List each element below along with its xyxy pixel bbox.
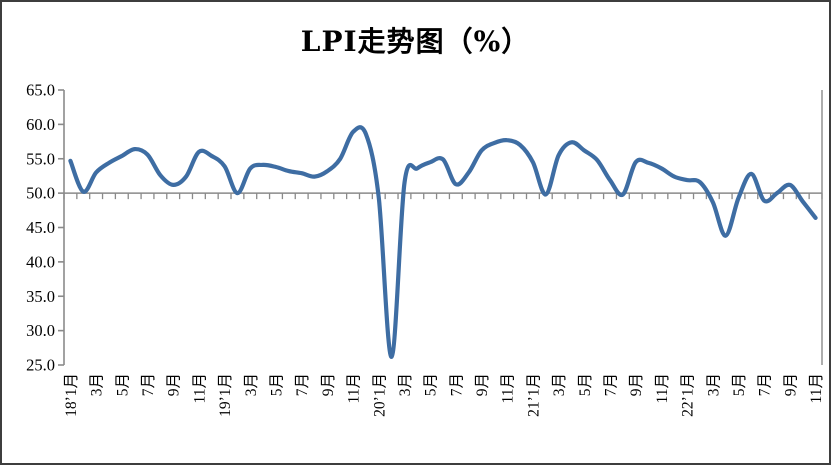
y-axis-tick-label: 55.0 bbox=[26, 149, 55, 168]
x-axis-tick-label: 21’1月 bbox=[525, 373, 542, 417]
x-axis-tick-label: 7月 bbox=[294, 373, 311, 396]
lpi-series-line bbox=[68, 125, 818, 359]
x-axis-tick-label: 9月 bbox=[782, 373, 799, 396]
x-axis-tick-label: 18’1月 bbox=[63, 373, 80, 417]
x-axis-tick-label: 5月 bbox=[577, 373, 594, 396]
x-axis-tick-label: 11月 bbox=[808, 373, 825, 403]
x-axis-tick-label: 7月 bbox=[603, 373, 620, 396]
x-axis-tick-label: 19’1月 bbox=[217, 373, 234, 417]
y-axis-tick-label: 40.0 bbox=[26, 252, 55, 271]
x-axis-tick-label: 3月 bbox=[243, 373, 260, 396]
y-axis-tick-label: 50.0 bbox=[26, 184, 55, 203]
x-axis-tick-label: 7月 bbox=[448, 373, 465, 396]
y-axis-tick-label: 60.0 bbox=[26, 115, 55, 134]
x-axis-tick-label: 9月 bbox=[474, 373, 491, 396]
x-axis-tick-label: 9月 bbox=[628, 373, 645, 396]
y-axis-tick-label: 25.0 bbox=[26, 356, 55, 375]
x-axis-tick-label: 11月 bbox=[346, 373, 363, 403]
y-axis-tick-label: 30.0 bbox=[26, 321, 55, 340]
x-axis-tick-label: 3月 bbox=[705, 373, 722, 396]
x-axis-tick-label: 20’1月 bbox=[371, 373, 388, 417]
x-axis-tick-label: 5月 bbox=[423, 373, 440, 396]
x-axis-tick-label: 7月 bbox=[757, 373, 774, 396]
y-axis-tick-label: 45.0 bbox=[26, 218, 55, 237]
chart-title: LPI走势图（%） bbox=[300, 25, 531, 58]
x-axis-tick-label: 3月 bbox=[89, 373, 106, 396]
y-axis-tick-label: 65.0 bbox=[26, 81, 55, 100]
x-axis-tick-label: 3月 bbox=[551, 373, 568, 396]
x-axis-tick-label: 5月 bbox=[731, 373, 748, 396]
x-axis-tick-label: 9月 bbox=[166, 373, 183, 396]
y-axis-tick-label: 35.0 bbox=[26, 287, 55, 306]
x-axis-tick-label: 5月 bbox=[114, 373, 131, 396]
x-axis-tick-label: 5月 bbox=[268, 373, 285, 396]
x-axis-tick-label: 11月 bbox=[654, 373, 671, 403]
x-axis-tick-label: 3月 bbox=[397, 373, 414, 396]
x-axis-tick-label: 9月 bbox=[320, 373, 337, 396]
x-axis-tick-label: 11月 bbox=[191, 373, 208, 403]
x-axis-tick-label: 11月 bbox=[500, 373, 517, 403]
x-axis-tick-label: 7月 bbox=[140, 373, 157, 396]
x-axis-tick-label: 22’1月 bbox=[680, 373, 697, 417]
